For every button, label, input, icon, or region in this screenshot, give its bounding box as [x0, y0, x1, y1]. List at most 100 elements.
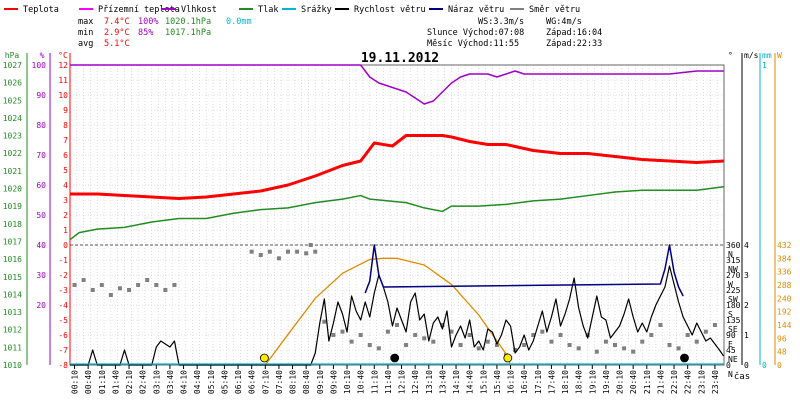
x-tick-label: 23:40 — [711, 370, 720, 394]
wind-direction-point — [136, 283, 141, 287]
stats-pressure: 1020.1hPa — [165, 17, 211, 27]
rain-tick-label: 0 — [762, 361, 767, 370]
hpa-tick-label: 1014 — [3, 290, 22, 299]
humidity-tick-label: 40 — [36, 241, 46, 250]
stats-row-label: max — [78, 17, 93, 27]
hpa-tick-label: 1022 — [3, 149, 22, 158]
x-tick-label: 13:10 — [425, 370, 434, 394]
wind-speed-line — [70, 265, 725, 366]
wind-direction-point — [276, 256, 281, 261]
legend-label: Srážky — [301, 5, 332, 15]
temperature-tick-label: -2 — [58, 271, 68, 280]
direction-compass-label: NE — [728, 355, 738, 364]
hpa-tick-label: 1023 — [3, 132, 22, 141]
direction-compass-label: N — [728, 370, 733, 379]
wind-direction-point — [576, 346, 581, 351]
wind-direction-point — [367, 343, 372, 347]
direction-compass-label: S — [728, 310, 733, 319]
wind-direction-point — [476, 346, 481, 351]
humidity-tick-label: 60 — [36, 181, 46, 190]
direction-tick-label: 360 — [726, 241, 741, 250]
solar-tick-label: 336 — [777, 268, 792, 277]
x-tick-label: 06:10 — [234, 370, 243, 394]
wind-direction-point — [413, 333, 418, 337]
stats-humidity: 85% — [138, 28, 153, 38]
sun-moon-marker — [390, 353, 400, 363]
wind-direction-point — [249, 249, 254, 254]
direction-tick-label: 45 — [726, 346, 736, 355]
x-tick-label: 00:10 — [71, 370, 80, 394]
wind-direction-point — [549, 339, 554, 344]
hpa-tick-label: 1015 — [3, 273, 22, 282]
x-tick-label: 15:10 — [479, 370, 488, 394]
wind-direction-point — [99, 283, 104, 287]
wind-direction-point — [640, 339, 645, 344]
wind-direction-point — [349, 339, 354, 344]
wind-direction-point — [531, 333, 536, 337]
temperature-tick-label: 6 — [63, 151, 68, 160]
x-tick-label: 05:40 — [220, 370, 229, 394]
temperature-tick-label: -3 — [58, 286, 68, 295]
temperature-tick-label: 4 — [63, 181, 68, 190]
hpa-tick-label: 1027 — [3, 61, 22, 70]
x-tick-label: 20:10 — [616, 370, 625, 394]
wind-direction-point — [703, 329, 708, 334]
humidity-tick-label: 20 — [36, 301, 46, 310]
info-sunset: Západ:16:04 — [546, 28, 602, 38]
info-wind-gust: WG:4m/s — [546, 17, 582, 27]
stats-temperature: 5.1°C — [104, 39, 130, 49]
wind-direction-point — [585, 333, 590, 337]
rain-axis-label: mm — [762, 51, 772, 60]
temperature-tick-label: 8 — [63, 121, 68, 130]
x-tick-label: 08:10 — [289, 370, 298, 394]
x-tick-label: 02:40 — [139, 370, 148, 394]
info-sunrise: Slunce Východ:07:08 — [427, 28, 524, 38]
wind-direction-point — [154, 283, 159, 287]
wind-direction-point — [422, 336, 427, 341]
temperature-tick-label: -6 — [58, 331, 68, 340]
x-tick-label: 13:40 — [438, 370, 447, 394]
wind-direction-point — [267, 249, 272, 254]
solar-tick-label: 432 — [777, 241, 792, 250]
humidity-axis-label: % — [40, 51, 45, 60]
wind-direction-point — [331, 333, 336, 337]
wind-direction-point — [322, 319, 327, 324]
wind-direction-point — [313, 249, 318, 254]
legend-label: Teplota — [23, 5, 59, 15]
x-tick-label: 22:40 — [684, 370, 693, 394]
wind-direction-point — [81, 278, 86, 282]
wind-gust-line — [364, 244, 684, 297]
info-wind-speed: WS:3.3m/s — [478, 17, 524, 27]
x-tick-label: 22:10 — [670, 370, 679, 394]
x-tick-label: 10:10 — [343, 370, 352, 394]
temperature-tick-label: 9 — [63, 106, 68, 115]
hpa-tick-label: 1025 — [3, 96, 22, 105]
x-tick-label: 18:40 — [575, 370, 584, 394]
wind-direction-point — [163, 288, 168, 292]
humidity-tick-label: 80 — [36, 121, 46, 130]
hpa-tick-label: 1018 — [3, 220, 22, 229]
direction-tick-label: 225 — [726, 286, 741, 295]
wind-direction-point — [72, 283, 77, 287]
x-tick-label: 11:10 — [370, 370, 379, 394]
wind-direction-point — [304, 251, 309, 256]
x-tick-label: 14:40 — [466, 370, 475, 394]
x-tick-label: 19:10 — [588, 370, 597, 394]
temperature-tick-label: 3 — [63, 196, 68, 205]
solar-tick-label: 384 — [777, 254, 792, 263]
x-tick-label: 23:10 — [697, 370, 706, 394]
humidity-tick-label: 100 — [32, 61, 47, 70]
x-tick-label: 20:40 — [629, 370, 638, 394]
hpa-axis-label: hPa — [5, 51, 20, 60]
wind-direction-point — [145, 278, 150, 282]
wind-direction-point — [613, 343, 617, 347]
legend-label: Vlhkost — [181, 5, 217, 15]
wind-direction-point — [685, 333, 690, 337]
temperature-tick-label: 11 — [58, 76, 68, 85]
x-tick-label: 14:10 — [452, 370, 461, 394]
direction-compass-label: E — [728, 340, 733, 349]
wind-direction-point — [449, 329, 454, 334]
wind-direction-point — [676, 346, 681, 351]
x-tick-label: 04:10 — [180, 370, 189, 394]
